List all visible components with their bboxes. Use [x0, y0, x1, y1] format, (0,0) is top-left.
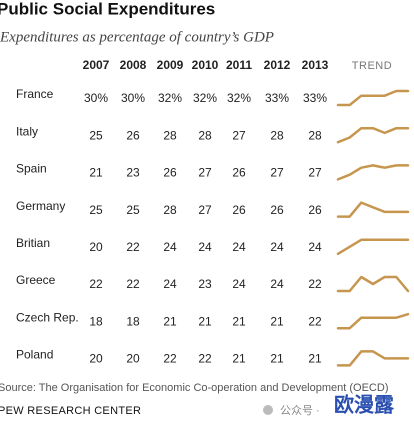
- cell-value: 32%: [158, 91, 182, 105]
- cell-value: 26: [232, 203, 246, 217]
- cell-value: 22: [308, 277, 322, 291]
- cell-value: 28: [163, 203, 177, 217]
- source: Source: The Organisation for Economic Co…: [0, 382, 388, 394]
- country: Germany: [16, 199, 65, 213]
- cell-value: 24: [270, 277, 284, 291]
- trend-header: TREND: [352, 60, 392, 72]
- cell-value: 30%: [121, 91, 145, 105]
- watermark-icon: [263, 405, 273, 415]
- year-header: 2008: [120, 58, 147, 72]
- cell-value: 24: [308, 240, 322, 254]
- cell-value: 21: [232, 352, 246, 366]
- cell-value: 26: [308, 203, 322, 217]
- year-header: 2013: [302, 58, 329, 72]
- cell-value: 26: [126, 128, 140, 142]
- country: Spain: [16, 162, 47, 176]
- cell-value: 21: [198, 314, 212, 328]
- footer: PEW RESEARCH CENTER: [0, 405, 141, 417]
- year-header: 2007: [83, 58, 110, 72]
- country: Italy: [16, 124, 38, 138]
- sparkline: [336, 164, 410, 181]
- title: Public Social Expenditures: [0, 0, 215, 18]
- cell-value: 21: [89, 166, 103, 180]
- sparkline: [336, 126, 410, 144]
- cell-value: 24: [163, 240, 177, 254]
- cell-value: 20: [89, 352, 103, 366]
- cell-value: 23: [126, 166, 140, 180]
- cell-value: 22: [308, 314, 322, 328]
- sparkline: [336, 312, 410, 330]
- cell-value: 25: [89, 128, 103, 142]
- sparkline: [336, 201, 410, 218]
- subtitle: Expenditures as percentage of country’s …: [0, 29, 274, 45]
- country: Poland: [16, 348, 53, 362]
- cell-value: 21: [270, 352, 284, 366]
- sparkline: [336, 89, 410, 107]
- cell-value: 18: [126, 314, 140, 328]
- cell-value: 22: [163, 352, 177, 366]
- country: Czech Rep.: [16, 310, 79, 324]
- cell-value: 27: [198, 166, 212, 180]
- cell-value: 28: [198, 128, 212, 142]
- cell-value: 24: [163, 277, 177, 291]
- country: France: [16, 87, 54, 101]
- cell-value: 24: [198, 240, 212, 254]
- cell-value: 27: [232, 128, 246, 142]
- watermark-name: 欧漫露: [334, 392, 395, 416]
- cell-value: 24: [232, 277, 246, 291]
- cell-value: 26: [232, 166, 246, 180]
- cell-value: 28: [308, 128, 322, 142]
- cell-value: 32%: [193, 91, 217, 105]
- cell-value: 26: [270, 203, 284, 217]
- cell-value: 21: [232, 314, 246, 328]
- cell-value: 32%: [227, 91, 251, 105]
- cell-value: 20: [89, 240, 103, 254]
- cell-value: 28: [270, 128, 284, 142]
- cell-value: 22: [198, 352, 212, 366]
- cell-value: 28: [163, 128, 177, 142]
- sparkline: [336, 350, 410, 367]
- cell-value: 33%: [303, 91, 327, 105]
- cell-value: 24: [270, 240, 284, 254]
- cell-value: 25: [126, 203, 140, 217]
- cell-value: 26: [163, 166, 177, 180]
- cell-value: 30%: [84, 91, 108, 105]
- cell-value: 21: [163, 314, 177, 328]
- cell-value: 22: [89, 277, 103, 291]
- country: Greece: [16, 273, 56, 287]
- watermark-label: 公众号 ·: [280, 404, 320, 417]
- cell-value: 21: [270, 314, 284, 328]
- cell-value: 27: [198, 203, 212, 217]
- cell-value: 22: [126, 277, 140, 291]
- cell-value: 27: [270, 166, 284, 180]
- cell-value: 33%: [265, 91, 289, 105]
- cell-value: 23: [198, 277, 212, 291]
- sparkline: [336, 238, 410, 256]
- country: Britian: [16, 236, 50, 250]
- cell-value: 20: [126, 352, 140, 366]
- year-header: 2010: [192, 58, 219, 72]
- sparkline: [336, 275, 410, 293]
- cell-value: 24: [232, 240, 246, 254]
- cell-value: 22: [126, 240, 140, 254]
- year-header: 2009: [157, 58, 184, 72]
- year-header: 2012: [264, 58, 291, 72]
- cell-value: 21: [308, 352, 322, 366]
- cell-value: 27: [308, 166, 322, 180]
- cell-value: 25: [89, 203, 103, 217]
- cell-value: 18: [89, 314, 103, 328]
- year-header: 2011: [226, 58, 252, 72]
